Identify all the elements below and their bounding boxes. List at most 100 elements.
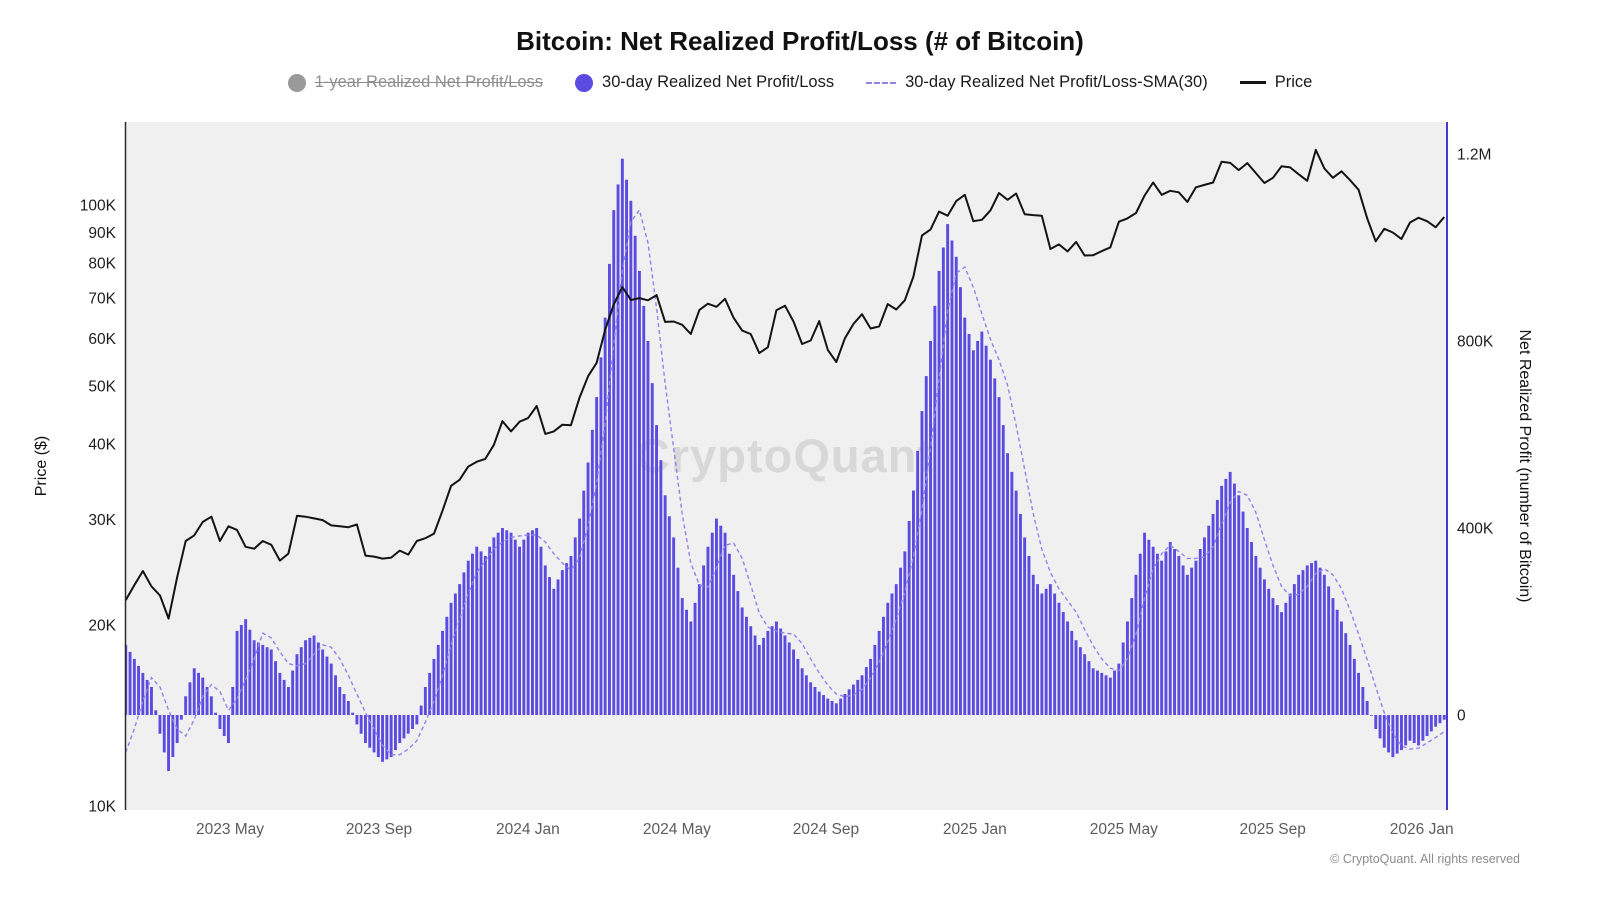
y-tick-label-left: 100K [80,198,117,215]
bar [1292,584,1296,715]
bar [531,530,534,715]
bar [1117,663,1121,715]
bar [941,247,945,715]
legend-item[interactable]: Price [1239,73,1312,92]
bar [697,584,701,715]
bar [599,357,603,715]
bar [453,593,457,715]
bar [1074,640,1078,715]
bar [188,682,192,715]
bar [903,551,907,715]
bar [1164,551,1168,715]
y-tick-label-left: 20K [88,618,116,635]
bar [1181,565,1185,715]
bar [971,350,975,715]
bar [873,644,877,715]
legend-item[interactable]: 30-day Realized Net Profit/Loss [575,73,834,92]
bar [890,593,894,715]
bar [1374,715,1378,729]
bar [1134,574,1138,716]
legend-dot-icon [575,73,594,92]
left-axis-tick-labels: 100K 90K 80K 70K 60K 50K 40K 30K 20K 10K [80,198,117,816]
bar [1194,560,1198,715]
page-title: Bitcoin: Net Realized Profit/Loss (# of … [516,26,1084,56]
bar [526,532,530,715]
bar [552,588,556,715]
bar [321,649,325,715]
bar [471,553,474,715]
price-line-series [125,148,1445,620]
watermark: CryptoQuant [636,429,934,482]
legend-item[interactable]: 1-year Realized Net Profit/Loss [287,73,543,92]
bar [963,317,967,715]
x-tick-label: 2023 May [196,821,264,838]
legend-item[interactable]: 30-day Realized Net Profit/Loss-SMA(30) [866,73,1208,92]
bar [479,551,483,715]
bar [394,715,397,751]
bar [822,695,825,715]
bar [732,574,736,716]
bar [1126,621,1129,715]
bar [1271,598,1275,715]
bar [582,490,586,715]
bar [389,715,393,758]
bar [338,687,342,715]
bar [1314,560,1318,715]
bar [192,668,196,716]
bar [1254,556,1258,715]
bar [171,715,175,758]
bar [342,694,346,715]
bar [1404,715,1408,746]
bar [1203,537,1206,715]
bar [265,647,269,715]
bar [1207,525,1211,715]
bar [154,710,158,715]
bar [458,584,462,715]
bar [325,656,329,715]
bar [1057,602,1061,715]
bar [334,675,337,715]
bar [329,663,333,715]
bar [462,572,466,715]
bar [535,528,539,715]
bar [1190,567,1194,715]
bar [993,378,997,715]
bar [633,235,637,716]
bar [689,621,693,715]
bar [715,518,718,715]
legend-label: 30-day Realized Net Profit/Loss [602,73,835,91]
bar [608,263,611,715]
bar [565,563,569,715]
bar [239,625,243,715]
bar [847,689,851,715]
bar [663,495,667,715]
bar [612,210,616,715]
bar [1361,687,1365,715]
bar [813,687,817,715]
bar [560,570,564,715]
bar [1395,715,1399,754]
bar [513,539,517,715]
bar [590,429,594,715]
bar [762,637,765,715]
bar [655,425,658,715]
bar [295,654,299,715]
bar [1421,715,1425,741]
bar [937,270,941,715]
bar [436,644,440,715]
bar [770,626,774,715]
bar [248,629,252,715]
bar [586,462,590,715]
bar [864,667,868,715]
bar [984,345,988,715]
bar [423,687,427,715]
bar [137,665,140,715]
bar [1370,715,1373,716]
bar [1318,567,1322,715]
bar [1108,677,1112,715]
bar [359,715,363,734]
bar [1066,621,1069,715]
bar [753,635,757,715]
bar [852,684,855,715]
